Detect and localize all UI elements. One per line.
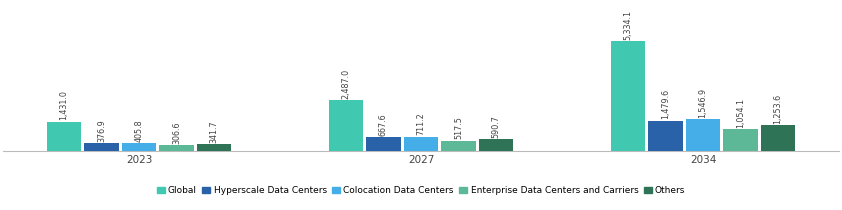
- Text: 1,253.6: 1,253.6: [774, 94, 782, 124]
- Bar: [328, 100, 363, 151]
- Text: 405.8: 405.8: [135, 119, 143, 142]
- Bar: [761, 125, 796, 151]
- Bar: [84, 143, 119, 151]
- Text: 1,054.1: 1,054.1: [736, 98, 745, 128]
- Text: 1,431.0: 1,431.0: [60, 91, 68, 121]
- Bar: [648, 121, 683, 151]
- Bar: [723, 130, 758, 151]
- Text: 306.6: 306.6: [172, 121, 181, 144]
- Bar: [404, 136, 438, 151]
- Bar: [46, 122, 81, 151]
- Text: 590.7: 590.7: [492, 115, 501, 138]
- Bar: [197, 144, 232, 151]
- Text: 376.9: 376.9: [97, 119, 106, 142]
- Text: 711.2: 711.2: [417, 113, 425, 135]
- Bar: [685, 119, 720, 151]
- Text: 1,479.6: 1,479.6: [661, 89, 670, 119]
- Bar: [479, 139, 514, 151]
- Bar: [159, 145, 194, 151]
- Text: 2,487.0: 2,487.0: [341, 69, 350, 99]
- Bar: [366, 137, 401, 151]
- Text: 667.6: 667.6: [379, 114, 388, 136]
- Text: 5,334.1: 5,334.1: [623, 10, 632, 40]
- Text: 1,546.9: 1,546.9: [699, 88, 707, 118]
- Text: 341.7: 341.7: [210, 120, 219, 143]
- Text: 517.5: 517.5: [454, 116, 463, 139]
- Bar: [441, 140, 476, 151]
- Bar: [610, 41, 645, 151]
- Legend: Global, Hyperscale Data Centers, Colocation Data Centers, Enterprise Data Center: Global, Hyperscale Data Centers, Colocat…: [153, 182, 689, 199]
- Bar: [122, 143, 157, 151]
